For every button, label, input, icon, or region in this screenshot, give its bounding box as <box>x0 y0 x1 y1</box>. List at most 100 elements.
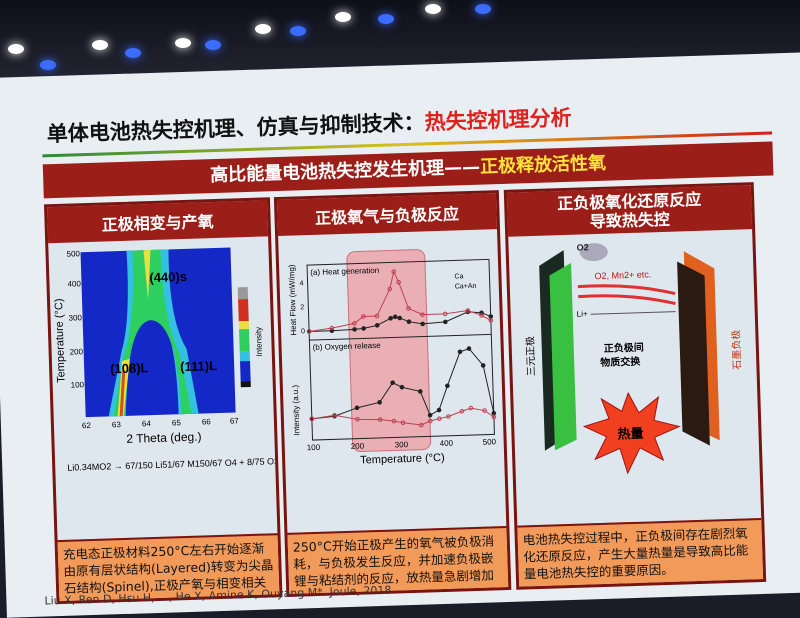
data-point <box>397 315 403 321</box>
presentation-slide: 单体电池热失控机理、仿真与抑制技术：热失控机理分析 高比能量电池热失控发生机理—… <box>0 51 800 618</box>
anode-label: 石墨负极 <box>729 329 743 369</box>
ceiling-light <box>40 60 56 70</box>
y-tick: 200 <box>70 347 84 356</box>
x-tick: 400 <box>440 439 454 448</box>
ceiling-light <box>175 38 191 48</box>
data-point <box>436 407 442 413</box>
data-point <box>417 389 423 394</box>
data-point <box>355 417 360 422</box>
data-point <box>360 314 366 319</box>
ceiling-light <box>290 26 306 36</box>
data-point <box>465 308 471 313</box>
data-point <box>459 408 465 414</box>
reaction-equation: Li0.34MO2 → 67/150 Li51/67 M150/67 O4 + … <box>67 456 276 473</box>
data-point <box>400 420 406 426</box>
y-tick: 100 <box>71 380 85 389</box>
x-tick: 500 <box>483 437 497 446</box>
data-point <box>354 405 360 411</box>
ceiling-light <box>125 48 141 58</box>
data-point <box>480 363 486 368</box>
panel-phase-change: 正极相变与产氧 (440)s (108)L (111)L Intensity 1… <box>43 197 284 605</box>
xrd-heatmap: (440)s (108)L (111)L Intensity 100 200 3… <box>53 247 284 473</box>
data-point <box>445 383 450 389</box>
data-point <box>488 314 494 319</box>
panel-description: 电池热失控过程中，正负极间存在剧烈氧化还原反应，产生大量热量是导致高比能量电池热… <box>517 517 764 587</box>
data-point <box>332 412 337 418</box>
data-point <box>427 418 433 424</box>
heatmap-band-cyan <box>108 249 199 417</box>
data-point <box>388 315 393 321</box>
data-point <box>420 312 425 317</box>
data-point <box>466 346 472 351</box>
data-point <box>387 286 393 292</box>
data-point <box>437 416 442 421</box>
data-point <box>491 410 497 416</box>
panel-redox: 正负极氧化还原反应 导致热失控 O2 O2, Mn2+ etc. Li+ 三元正极… <box>503 182 767 590</box>
heatmap-peak <box>143 250 151 301</box>
plot-frame <box>306 258 495 441</box>
banner-accent: 正极释放活性氧 <box>479 152 607 178</box>
peak-label: (111)L <box>180 358 217 374</box>
data-point <box>491 414 497 420</box>
data-point <box>377 400 382 405</box>
center-label: 物质交换 <box>600 355 641 369</box>
y-tick: 500 <box>66 249 80 258</box>
flow-arrow <box>578 294 676 306</box>
data-point <box>374 313 380 319</box>
o2-label: O2 <box>576 242 588 252</box>
data-point <box>306 329 312 334</box>
heatmap-peak <box>119 370 126 417</box>
legend-entry: Ca <box>454 273 463 280</box>
peak-label: (440)s <box>149 269 187 285</box>
redox-diagram: O2 O2, Mn2+ etc. Li+ 三元正极 石墨负极 正负极间 物质交换… <box>523 242 744 475</box>
data-point <box>406 319 412 324</box>
data-point <box>427 412 433 418</box>
data-point <box>488 318 494 323</box>
heat-label: 热量 <box>617 426 643 442</box>
data-point <box>391 269 397 275</box>
banner-main: 高比能量电池热失控发生机理—— <box>209 156 481 187</box>
data-point <box>329 325 335 331</box>
x-tick: 65 <box>172 418 182 427</box>
heat-oxygen-chart: (a) Heat generation (b) Oxygen release C… <box>287 249 497 467</box>
y-axis-label: Heat Flow (mW/mg) <box>287 264 298 336</box>
data-point <box>396 279 401 285</box>
x-tick: 63 <box>112 420 122 429</box>
oxygen-cloud <box>579 243 608 262</box>
data-point <box>352 321 357 326</box>
legend-entry: Ca+An <box>455 283 477 291</box>
species-label: O2, Mn2+ etc. <box>594 269 651 281</box>
data-point <box>361 326 366 331</box>
x-axis-label: 2 Theta (deg.) <box>126 430 202 446</box>
data-point <box>390 380 395 386</box>
heatmap-band-green <box>113 249 192 417</box>
data-point <box>446 414 451 419</box>
li-label: Li+ <box>577 309 589 318</box>
ceiling-light <box>92 40 108 50</box>
panel-description: 250°C开始正极产生的氧气被负极消耗，与负极发生反应，并加速负极嵌锂与粘结剂的… <box>287 526 509 594</box>
x-tick: 67 <box>230 416 240 425</box>
x-axis-label: Temperature (°C) <box>360 452 445 467</box>
data-point <box>442 311 448 317</box>
y-axis-label: Intensity (a.u.) <box>291 384 302 435</box>
ceiling-light <box>205 40 221 50</box>
colorbar-label: Intensity <box>254 327 264 357</box>
panel-oxygen-anode: 正极氧气与负极反应 (a) Heat generation (b) Oxygen… <box>273 190 512 597</box>
title-accent: 热失控机理分析 <box>424 105 572 135</box>
x-tick: 64 <box>142 419 152 428</box>
data-point <box>443 319 448 325</box>
ceiling-light <box>475 4 491 14</box>
ceiling-light <box>8 44 24 54</box>
highlight-region <box>346 249 432 453</box>
center-label: 正负极间 <box>604 341 644 355</box>
subplot-label: (b) Oxygen release <box>312 341 381 352</box>
li-arrow <box>590 311 676 315</box>
y-tick: 400 <box>67 279 81 288</box>
x-tick: 300 <box>395 440 409 449</box>
x-tick: 200 <box>351 441 365 450</box>
data-point <box>419 422 424 428</box>
subplot-label: (a) Heat generation <box>310 266 379 277</box>
panel-title: 正负极氧化还原反应 导致热失控 <box>506 185 753 237</box>
x-tick: 66 <box>202 417 212 426</box>
y-tick: 0 <box>301 328 305 335</box>
